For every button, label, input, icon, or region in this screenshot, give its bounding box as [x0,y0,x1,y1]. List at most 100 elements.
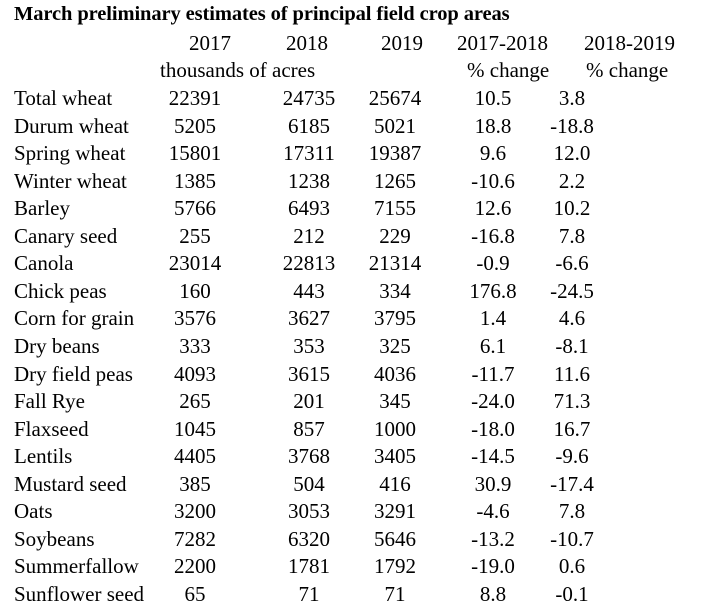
cell-2018: 24735 [282,86,336,110]
crop-name: Total wheat [14,86,113,110]
cell-2019: 334 [379,279,411,303]
cell-2019: 21314 [368,251,422,275]
cell-change-1: 8.8 [479,582,507,606]
crop-name: Oats [14,499,53,523]
cell-change-1: 176.8 [469,279,517,303]
cell-change-1: -19.0 [471,554,515,578]
cell-2017: 23014 [168,251,222,275]
cell-2018: 443 [293,279,325,303]
cell-change-2: 7.8 [558,224,586,248]
cell-change-1: 6.1 [479,334,507,358]
cell-2018: 71 [298,582,320,606]
cell-2019: 3795 [374,306,416,330]
cell-2017: 5766 [174,196,216,220]
cell-change-1: -24.0 [471,389,515,413]
crop-name: Sunflower seed [14,582,145,606]
cell-change-2: -9.6 [555,444,589,468]
cell-2017: 3200 [174,499,216,523]
cell-2019: 1265 [374,169,416,193]
cell-2018: 212 [293,224,325,248]
units-change-2: % change [586,58,669,82]
cell-2018: 6185 [288,114,330,138]
cell-2017: 1385 [174,169,216,193]
cell-2018: 22813 [282,251,336,275]
cell-2018: 857 [293,417,325,441]
cell-change-2: -8.1 [555,334,589,358]
crop-name: Winter wheat [14,169,127,193]
cell-change-1: 9.6 [479,141,507,165]
cell-2017: 65 [184,582,206,606]
cell-change-2: -18.8 [550,114,594,138]
cell-2017: 160 [179,279,211,303]
cell-2017: 15801 [168,141,222,165]
cell-change-2: 3.8 [558,86,586,110]
crop-name: Summerfallow [14,554,139,578]
cell-change-1: 1.4 [479,306,507,330]
cell-change-1: 10.5 [474,86,512,110]
cell-change-2: 7.8 [558,499,586,523]
cell-change-2: -17.4 [550,472,594,496]
cell-change-2: -0.1 [555,582,589,606]
header-2017: 2017 [189,31,231,55]
cell-2018: 6493 [288,196,330,220]
cell-2019: 71 [384,582,406,606]
units-change-1: % change [467,58,550,82]
cell-change-2: 0.6 [558,554,586,578]
crop-name: Durum wheat [14,114,129,138]
header-2018: 2018 [286,31,328,55]
cell-2017: 1045 [174,417,216,441]
cell-2018: 3053 [288,499,330,523]
header-change-2017-2018: 2017-2018 [457,31,548,55]
cell-2019: 5021 [374,114,416,138]
cell-2019: 3291 [374,499,416,523]
cell-change-2: 10.2 [553,196,591,220]
cell-change-2: 12.0 [553,141,591,165]
cell-2017: 2200 [174,554,216,578]
cell-2018: 3768 [288,444,330,468]
cell-change-2: 4.6 [558,306,586,330]
cell-2019: 7155 [374,196,416,220]
cell-2019: 1792 [374,554,416,578]
cell-change-1: -16.8 [471,224,515,248]
units-acres: thousands of acres [160,58,316,82]
crop-name: Dry beans [14,334,100,358]
cell-change-1: 30.9 [474,472,512,496]
cell-change-2: -24.5 [550,279,594,303]
cell-2018: 17311 [283,141,335,165]
header-2019: 2019 [381,31,423,55]
cell-2017: 333 [179,334,211,358]
header-change-2018-2019: 2018-2019 [584,31,675,55]
crop-name: Corn for grain [14,306,135,330]
cell-2017: 385 [179,472,211,496]
cell-2018: 3627 [288,306,330,330]
cell-change-2: 71.3 [553,389,591,413]
crop-name: Canary seed [14,224,118,248]
cell-change-1: -4.6 [476,499,510,523]
crop-name: Chick peas [14,279,107,303]
cell-change-2: 11.6 [554,362,590,386]
crop-name: Canola [14,251,74,275]
cell-2019: 1000 [374,417,416,441]
cell-2019: 325 [379,334,411,358]
crop-name: Flaxseed [14,417,89,441]
cell-2017: 255 [179,224,211,248]
cell-change-1: -13.2 [471,527,515,551]
cell-change-1: -11.7 [471,362,515,386]
cell-2019: 3405 [374,444,416,468]
cell-2018: 201 [293,389,325,413]
cell-2019: 25674 [368,86,422,110]
cell-2019: 416 [379,472,411,496]
cell-2017: 3576 [174,306,216,330]
cell-2017: 4093 [174,362,216,386]
crop-name: Barley [14,196,70,220]
crop-name: Lentils [14,444,73,468]
cell-2018: 6320 [288,527,330,551]
cell-2017: 265 [179,389,211,413]
cell-2017: 7282 [174,527,216,551]
cell-2018: 504 [293,472,325,496]
cell-change-1: -10.6 [471,169,515,193]
cell-2018: 353 [293,334,325,358]
cell-2019: 345 [379,389,411,413]
cell-change-2: 16.7 [553,417,591,441]
crop-name: Fall Rye [14,389,85,413]
